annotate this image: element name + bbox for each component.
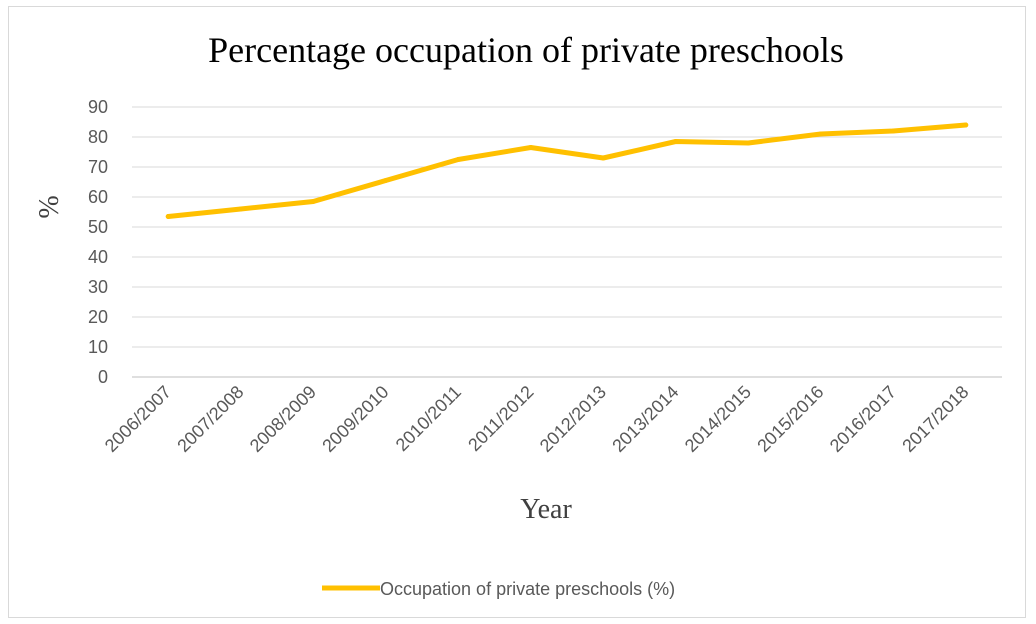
legend: Occupation of private preschools (%): [322, 579, 675, 599]
y-axis-title: %: [34, 195, 65, 218]
y-tick-label: 0: [98, 367, 108, 387]
y-tick-label: 60: [88, 187, 108, 207]
y-tick-label: 20: [88, 307, 108, 327]
chart-title: Percentage occupation of private prescho…: [208, 30, 844, 70]
data-point: [745, 140, 751, 146]
data-point: [890, 128, 896, 134]
x-tick-label: 2014/2015: [681, 382, 755, 456]
gridlines: [132, 106, 1002, 378]
y-tick-label: 50: [88, 217, 108, 237]
x-tick-label: 2011/2012: [464, 382, 537, 455]
x-tick-label: 2006/2007: [101, 382, 175, 456]
y-tick-label: 40: [88, 247, 108, 267]
data-point: [528, 145, 534, 150]
x-tick-label: 2008/2009: [246, 382, 320, 456]
y-tick-label: 90: [88, 97, 108, 117]
y-tick-label: 80: [88, 127, 108, 147]
x-tick-label: 2009/2010: [318, 382, 392, 456]
y-tick-label: 70: [88, 157, 108, 177]
data-point: [963, 122, 969, 128]
x-tick-label: 2015/2016: [753, 382, 827, 456]
y-tick-label: 30: [88, 277, 108, 297]
data-point: [600, 155, 606, 161]
data-point: [165, 214, 171, 219]
data-point: [673, 139, 679, 144]
data-point: [238, 206, 244, 212]
series-line: [165, 122, 969, 219]
legend-label: Occupation of private preschools (%): [380, 579, 675, 599]
data-point: [818, 131, 824, 137]
x-axis-title: Year: [520, 494, 572, 525]
data-point: [310, 199, 316, 204]
y-axis-ticks: 0 10 20 30 40 50 60 70 80 90: [88, 97, 108, 387]
x-tick-label: 2013/2014: [608, 382, 682, 456]
x-tick-label: 2012/2013: [536, 382, 610, 456]
series-layer: [165, 122, 969, 219]
y-tick-label: 10: [88, 337, 108, 357]
data-point: [455, 157, 461, 162]
x-tick-label: 2017/2018: [898, 382, 972, 456]
x-tick-label: 2007/2008: [173, 382, 247, 456]
chart-frame: [8, 6, 1026, 618]
data-point: [383, 178, 389, 183]
x-tick-label: 2010/2011: [392, 382, 465, 455]
x-tick-label: 2016/2017: [826, 382, 900, 456]
